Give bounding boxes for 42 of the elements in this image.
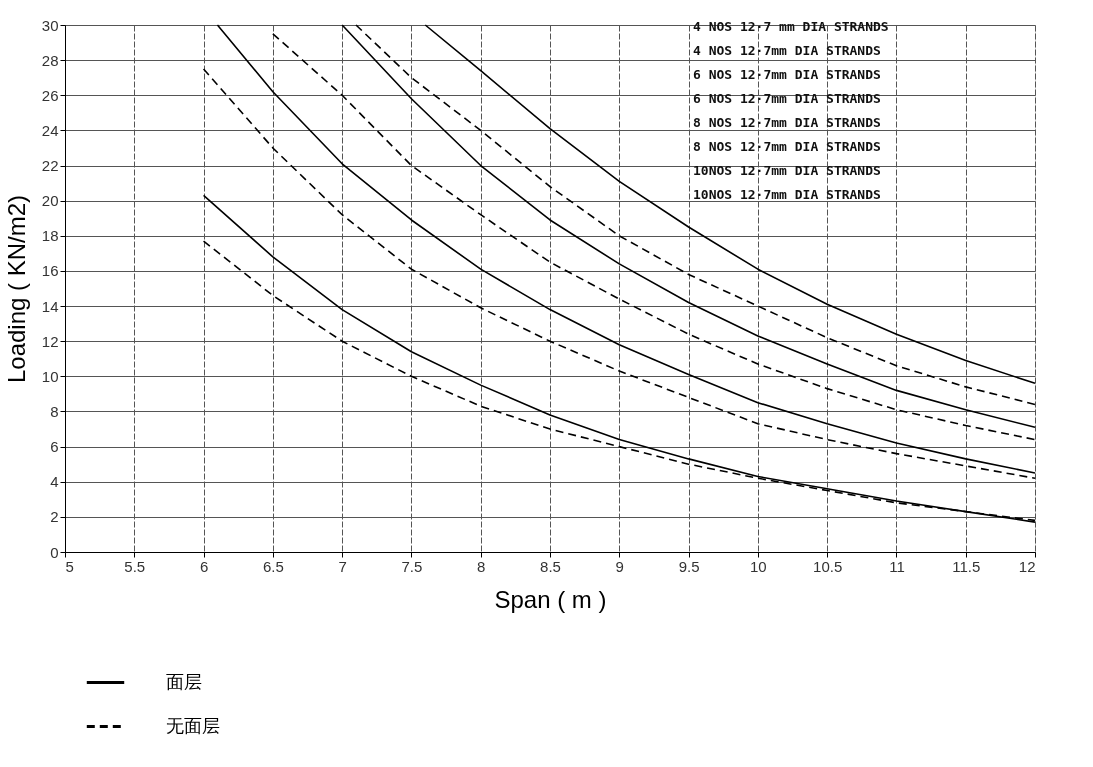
x-tick-label: 6.5 bbox=[262, 557, 284, 575]
x-tick-label: 6 bbox=[199, 557, 209, 575]
annotation: 8 NOS 12·7mm DIA STRANDS bbox=[693, 115, 882, 130]
y-tick-label: 4 bbox=[50, 473, 59, 491]
y-tick-label: 28 bbox=[41, 51, 59, 69]
y-tick-label: 8 bbox=[50, 402, 59, 420]
x-tick-label: 11 bbox=[889, 557, 905, 575]
legend-label: 无面层 bbox=[166, 714, 220, 736]
y-tick-label: 16 bbox=[41, 262, 59, 280]
annotation: 4 NOS 12·7mm DIA STRANDS bbox=[693, 43, 882, 58]
x-tick-label: 8.5 bbox=[540, 557, 561, 575]
y-tick-label: 0 bbox=[50, 543, 59, 561]
x-tick-label: 9 bbox=[615, 557, 624, 575]
x-tick-label: 10.5 bbox=[813, 557, 843, 575]
y-tick-label: 30 bbox=[41, 16, 59, 34]
y-axis-title: Loading ( KN/m2) bbox=[2, 194, 30, 384]
y-tick-label: 24 bbox=[41, 121, 59, 139]
y-tick-label: 10 bbox=[41, 367, 59, 385]
annotation: 10NOS 12·7mm DIA STRANDS bbox=[693, 163, 882, 178]
y-tick-label: 6 bbox=[50, 438, 59, 456]
y-tick-label: 20 bbox=[41, 192, 59, 210]
annotation: 10NOS 12·7mm DIA STRANDS bbox=[693, 187, 882, 202]
x-tick-label: 8 bbox=[477, 557, 486, 575]
x-tick-label: 7.5 bbox=[401, 557, 423, 575]
line-series bbox=[424, 24, 1036, 385]
x-tick-label: 5 bbox=[65, 557, 74, 575]
x-tick-label: 7 bbox=[338, 557, 347, 575]
x-tick-label: 5.5 bbox=[124, 557, 146, 575]
y-tick-label: 18 bbox=[41, 227, 59, 245]
y-tick-label: 12 bbox=[41, 332, 59, 350]
y-tick-label: 14 bbox=[41, 297, 59, 315]
x-tick-label: 12 bbox=[1018, 557, 1036, 575]
annotation: 8 NOS 12·7mm DIA STRANDS bbox=[693, 139, 882, 154]
y-tick-label: 22 bbox=[41, 157, 59, 175]
x-tick-label: 11.5 bbox=[952, 557, 981, 575]
legend-label: 面层 bbox=[166, 670, 202, 692]
y-tick-label: 26 bbox=[41, 86, 59, 104]
y-tick-label: 2 bbox=[50, 508, 59, 526]
x-axis-title: Span ( m ) bbox=[494, 585, 607, 613]
x-tick-label: 10 bbox=[750, 557, 767, 575]
x-tick-label: 9.5 bbox=[678, 557, 700, 575]
annotation: 6 NOS 12·7mm DIA STRANDS bbox=[693, 67, 882, 82]
